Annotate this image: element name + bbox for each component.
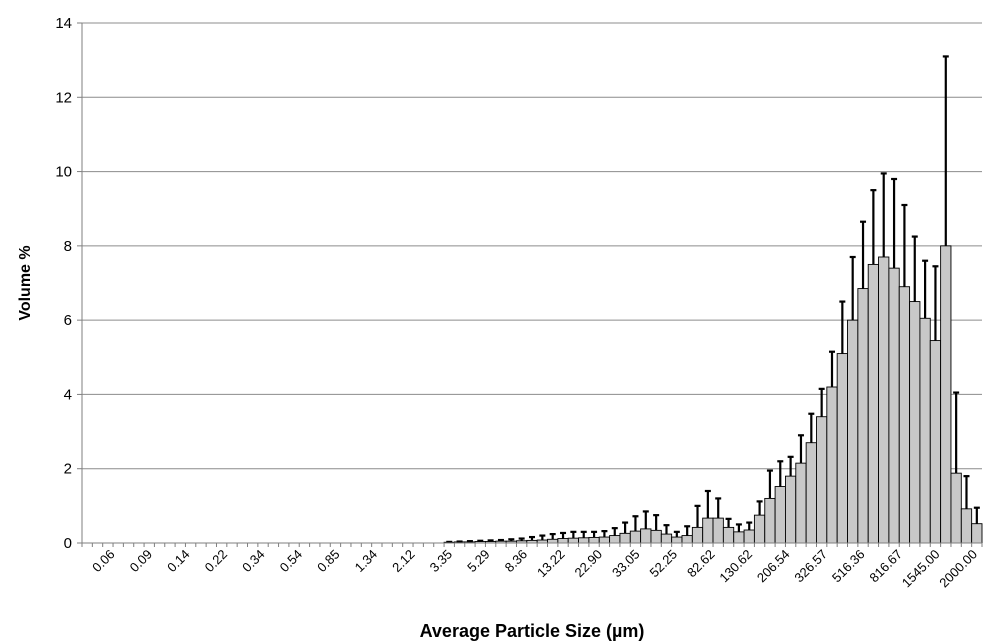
bar bbox=[691, 526, 704, 544]
gridlines bbox=[82, 22, 982, 470]
y-tick-label: 12 bbox=[55, 89, 72, 106]
bar bbox=[681, 535, 693, 544]
bar bbox=[774, 486, 786, 544]
bar bbox=[557, 538, 569, 544]
x-tick-label: 1545.00 bbox=[899, 547, 943, 591]
bar bbox=[867, 263, 880, 544]
x-tick-label: 206.54 bbox=[754, 547, 793, 586]
bar bbox=[836, 353, 848, 544]
error-bars bbox=[446, 55, 980, 543]
bar bbox=[940, 245, 952, 544]
x-tick-label: 5.29 bbox=[464, 547, 493, 576]
bar bbox=[753, 514, 766, 544]
x-tick-label: 1.34 bbox=[352, 547, 381, 576]
x-tick-label: 0.22 bbox=[202, 547, 231, 576]
bar bbox=[795, 462, 807, 544]
x-tick-label: 3.35 bbox=[427, 547, 456, 576]
bar bbox=[826, 386, 838, 544]
y-tick-label: 0 bbox=[64, 535, 72, 552]
y-tick-labels: 0 2 4 6 8 10 12 14 bbox=[55, 15, 82, 552]
bar bbox=[909, 301, 921, 544]
bar bbox=[712, 517, 724, 544]
x-tick-label: 326.57 bbox=[791, 547, 830, 586]
y-tick-label: 6 bbox=[64, 312, 72, 329]
bar bbox=[578, 537, 590, 544]
y-axis-title: Volume % bbox=[17, 245, 34, 320]
x-axis-ticks bbox=[81, 543, 983, 547]
x-tick-label: 0.09 bbox=[127, 547, 156, 576]
bar bbox=[898, 286, 911, 544]
bar bbox=[588, 536, 600, 544]
x-tick-label: 0.54 bbox=[277, 547, 306, 576]
x-tick-label: 0.06 bbox=[89, 547, 118, 576]
bar bbox=[702, 517, 714, 544]
x-tick-labels: 0.06 0.09 0.14 0.22 0.34 0.54 0.85 1.34 2.12 3.35… bbox=[89, 547, 980, 591]
bar bbox=[971, 523, 983, 544]
bar bbox=[640, 528, 652, 544]
x-tick-label: 2.12 bbox=[389, 547, 418, 576]
y-tick-label: 4 bbox=[64, 386, 72, 403]
bar bbox=[960, 508, 973, 544]
bar bbox=[567, 537, 580, 544]
bar bbox=[547, 538, 559, 544]
x-tick-label: 0.34 bbox=[239, 547, 268, 576]
y-tick-label: 8 bbox=[64, 238, 72, 255]
y-tick-label: 14 bbox=[55, 15, 72, 32]
x-tick-label: 516.36 bbox=[829, 547, 868, 586]
x-tick-label: 130.62 bbox=[716, 547, 755, 586]
x-tick-label: 0.85 bbox=[314, 547, 343, 576]
bar bbox=[660, 533, 673, 544]
bar bbox=[816, 416, 828, 544]
bar bbox=[650, 529, 662, 544]
bar bbox=[805, 442, 817, 544]
bar bbox=[857, 288, 869, 544]
bar bbox=[888, 267, 900, 544]
x-tick-label: 0.14 bbox=[164, 547, 193, 576]
bar bbox=[722, 526, 735, 544]
x-tick-label: 33.05 bbox=[609, 547, 643, 581]
bar bbox=[919, 317, 931, 544]
x-tick-label: 2000.00 bbox=[936, 547, 980, 591]
bar bbox=[878, 256, 890, 544]
bar bbox=[785, 475, 797, 544]
bar bbox=[733, 531, 745, 544]
bar bbox=[619, 532, 631, 544]
y-tick-label: 2 bbox=[64, 461, 72, 478]
x-axis-title: Average Particle Size (µm) bbox=[420, 621, 645, 641]
bar bbox=[671, 536, 683, 544]
x-tick-label: 22.90 bbox=[572, 547, 606, 581]
bar bbox=[847, 319, 859, 544]
bar bbox=[609, 535, 621, 544]
y-tick-label: 10 bbox=[55, 164, 72, 181]
bar bbox=[743, 529, 755, 544]
x-tick-label: 13.22 bbox=[534, 547, 568, 581]
x-tick-label: 8.36 bbox=[502, 547, 531, 576]
bars bbox=[443, 245, 983, 544]
bar bbox=[629, 530, 642, 544]
bar bbox=[598, 536, 611, 544]
x-tick-label: 52.25 bbox=[647, 547, 681, 581]
x-tick-label: 82.62 bbox=[684, 547, 718, 581]
bar bbox=[950, 472, 962, 544]
bar bbox=[764, 497, 776, 544]
bar bbox=[929, 340, 942, 544]
